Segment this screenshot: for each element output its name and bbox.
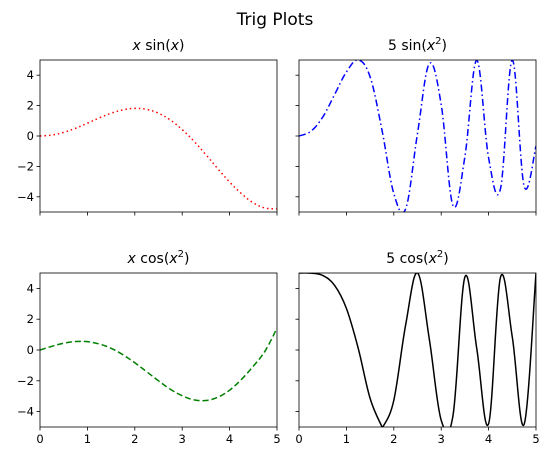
subplot-4: 0 1 2 3 4 5 5 cos(x2) bbox=[295, 249, 539, 446]
subplot-title: x sin(x) bbox=[131, 38, 184, 54]
y-tick-label: 2 bbox=[27, 99, 34, 113]
x-tick-label: 1 bbox=[343, 432, 350, 446]
x-tick-label: 4 bbox=[226, 432, 233, 446]
x-tick-label: 4 bbox=[485, 432, 492, 446]
x-tick-label: 5 bbox=[532, 432, 539, 446]
y-tick-label: −4 bbox=[17, 190, 34, 204]
y-tick-label: 2 bbox=[27, 312, 34, 326]
subplot-title: x cos(x2) bbox=[127, 249, 190, 267]
y-tick-label: −2 bbox=[17, 159, 34, 173]
x-tick-label: 5 bbox=[273, 432, 280, 446]
y-tick-label: 0 bbox=[27, 343, 34, 357]
x-tick-label: 2 bbox=[131, 432, 138, 446]
series-line-4-1 bbox=[299, 273, 536, 427]
x-tick-label: 0 bbox=[295, 432, 302, 446]
series-line-1-1 bbox=[40, 107, 277, 210]
axes-frame bbox=[298, 272, 537, 428]
y-tick-label: 4 bbox=[27, 281, 34, 295]
subplots: −4 −2 0 2 4 x sin(x) 5 sin(x2) 0 1 2 3 4 5 −4 −2 0 2 4 x c… bbox=[17, 36, 540, 446]
x-tick-label: 3 bbox=[179, 432, 186, 446]
y-tick-label: −4 bbox=[17, 405, 34, 419]
x-tick-label: 2 bbox=[390, 432, 397, 446]
y-tick-label: 4 bbox=[27, 68, 34, 82]
axes-frame bbox=[39, 59, 278, 213]
x-tick-label: 3 bbox=[438, 432, 445, 446]
y-tick-label: −2 bbox=[17, 374, 34, 388]
subplot-title: 5 cos(x2) bbox=[386, 249, 449, 267]
subplot-1: −4 −2 0 2 4 x sin(x) bbox=[17, 38, 278, 216]
subplot-2: 5 sin(x2) bbox=[295, 36, 537, 216]
subplot-3: 0 1 2 3 4 5 −4 −2 0 2 4 x cos(x2) bbox=[17, 249, 281, 446]
x-tick-label: 1 bbox=[84, 432, 91, 446]
subplot-title: 5 sin(x2) bbox=[388, 36, 447, 54]
series-line-3-1 bbox=[40, 327, 277, 402]
axes-frame bbox=[39, 272, 278, 428]
series-line-2-1 bbox=[299, 60, 536, 212]
figure-title: Trig Plots bbox=[236, 10, 314, 30]
x-tick-label: 0 bbox=[36, 432, 43, 446]
y-tick-label: 0 bbox=[27, 129, 34, 143]
